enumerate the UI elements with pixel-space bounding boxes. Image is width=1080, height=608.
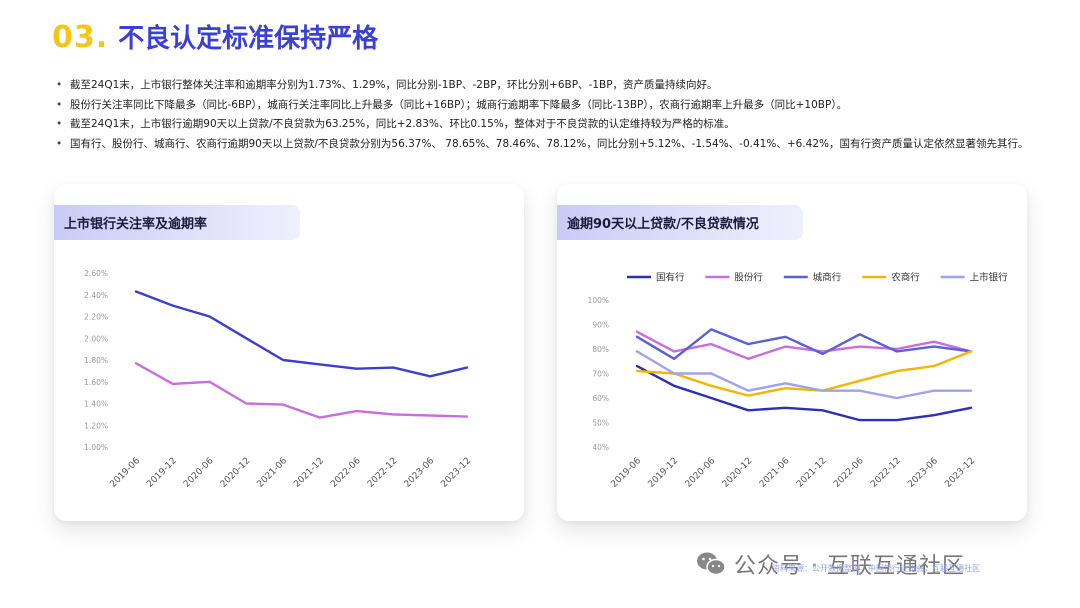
watermark-text: 公众号 · 互联互通社区	[734, 554, 965, 579]
bullet-item: 股份行关注率同比下降最多（同比-6BP），城商行关注率同比上升最多（同比+16B…	[54, 96, 1044, 116]
y-tick-label: 50%	[592, 419, 609, 428]
series-line	[635, 328, 973, 361]
y-tick-label: 70%	[592, 370, 609, 379]
y-tick-label: 1.40%	[84, 400, 108, 409]
chart-title: 上市银行关注率及逾期率	[64, 217, 208, 232]
bullet-item: 截至24Q1末，上市银行整体关注率和逾期率分别为1.73%、1.29%，同比分别…	[54, 76, 1044, 96]
legend-label: 农商行	[891, 272, 920, 284]
series-line	[635, 350, 973, 400]
x-tick-label: 2019-06	[609, 456, 643, 490]
series-line	[635, 330, 973, 361]
y-tick-label: 1.60%	[84, 378, 108, 387]
x-tick-label: 2020-12	[219, 456, 253, 490]
source-note: 资料来源：公开数据整理，中国银行业协会，互联互通社区	[772, 564, 980, 573]
overdue90-chart: 40%50%60%70%80%90%100%2019-06 2019-12 2020…	[588, 272, 1009, 490]
legend-label: 国有行	[656, 272, 685, 284]
series-line	[134, 362, 469, 419]
x-tick-label: 2023-12	[439, 456, 473, 490]
y-tick-label: 60%	[592, 394, 609, 403]
x-tick-label: 2021-12	[292, 456, 326, 490]
chart-card-attention-overdue: 上市银行关注率及逾期率 1.00% 1.20% 1.40% 1.60% 1.80% 2.0…	[54, 184, 524, 521]
chart-card-overdue90: 逾期90天以上贷款/不良贷款情况 40% 50% 60% 70% 80% 90% 100% 2…	[557, 184, 1027, 521]
bullet-item: 截至24Q1末，上市银行逾期90天以上贷款/不良贷款为63.25%，同比+2.8…	[54, 115, 1044, 135]
y-tick-label: 2.60%	[84, 269, 108, 278]
x-tick-label: 2021-12	[795, 456, 829, 490]
summary-bullets: 截至24Q1末，上市银行整体关注率和逾期率分别为1.73%、1.29%，同比分别…	[54, 76, 1044, 154]
x-tick-label: 2022-12	[869, 456, 903, 490]
x-tick-label: 2022-06	[329, 456, 363, 490]
y-tick-label: 1.00%	[84, 443, 108, 452]
x-tick-label: 2022-06	[832, 456, 866, 490]
y-tick-label: 1.20%	[84, 421, 108, 430]
x-tick-label: 2019-12	[647, 456, 681, 490]
x-tick-label: 2020-06	[182, 456, 216, 490]
page-title: 03. 不良认定标准保持严格	[52, 18, 378, 55]
series-line	[635, 364, 973, 422]
x-tick-label: 2021-06	[758, 456, 792, 490]
y-tick-label: 2.20%	[84, 313, 108, 322]
chart-header: 上市银行关注率及逾期率	[54, 205, 300, 240]
bullet-item: 国有行、股份行、城商行、农商行逾期90天以上贷款/不良贷款分别为56.37%、 …	[54, 135, 1044, 155]
x-tick-label: 2022-12	[366, 456, 400, 490]
x-tick-label: 2019-12	[145, 456, 179, 490]
y-tick-label: 80%	[592, 345, 609, 354]
legend-label: 上市银行	[970, 272, 1009, 284]
attention-overdue-chart: 1.00% 1.20% 1.40% 1.60% 1.80% 2.00% 2.20% 2.40%…	[84, 269, 473, 490]
series-line	[635, 350, 973, 397]
x-tick-label: 2023-06	[906, 456, 940, 490]
section-number: 03.	[52, 20, 109, 55]
x-tick-label: 2019-06	[108, 456, 142, 490]
series-line	[134, 290, 469, 378]
section-title: 不良认定标准保持严格	[118, 24, 379, 54]
x-tick-label: 2023-06	[403, 456, 437, 490]
y-tick-label: 2.00%	[84, 334, 108, 343]
legend-label: 城商行	[813, 272, 842, 284]
y-tick-label: 90%	[592, 321, 609, 330]
watermark: 公众号 · 互联互通社区	[696, 548, 965, 580]
x-tick-label: 2020-12	[721, 456, 755, 490]
y-tick-label: 100%	[588, 296, 609, 305]
y-tick-label: 2.40%	[84, 291, 108, 300]
legend-label: 股份行	[734, 272, 763, 284]
y-tick-label: 40%	[592, 443, 609, 452]
chart-title: 逾期90天以上贷款/不良贷款情况	[567, 217, 759, 232]
chart-header: 逾期90天以上贷款/不良贷款情况	[557, 205, 803, 240]
x-tick-label: 2020-06	[684, 456, 718, 490]
x-tick-label: 2023-12	[943, 456, 977, 490]
y-tick-label: 1.80%	[84, 356, 108, 365]
x-tick-label: 2021-06	[256, 456, 290, 490]
wechat-icon	[696, 551, 726, 577]
